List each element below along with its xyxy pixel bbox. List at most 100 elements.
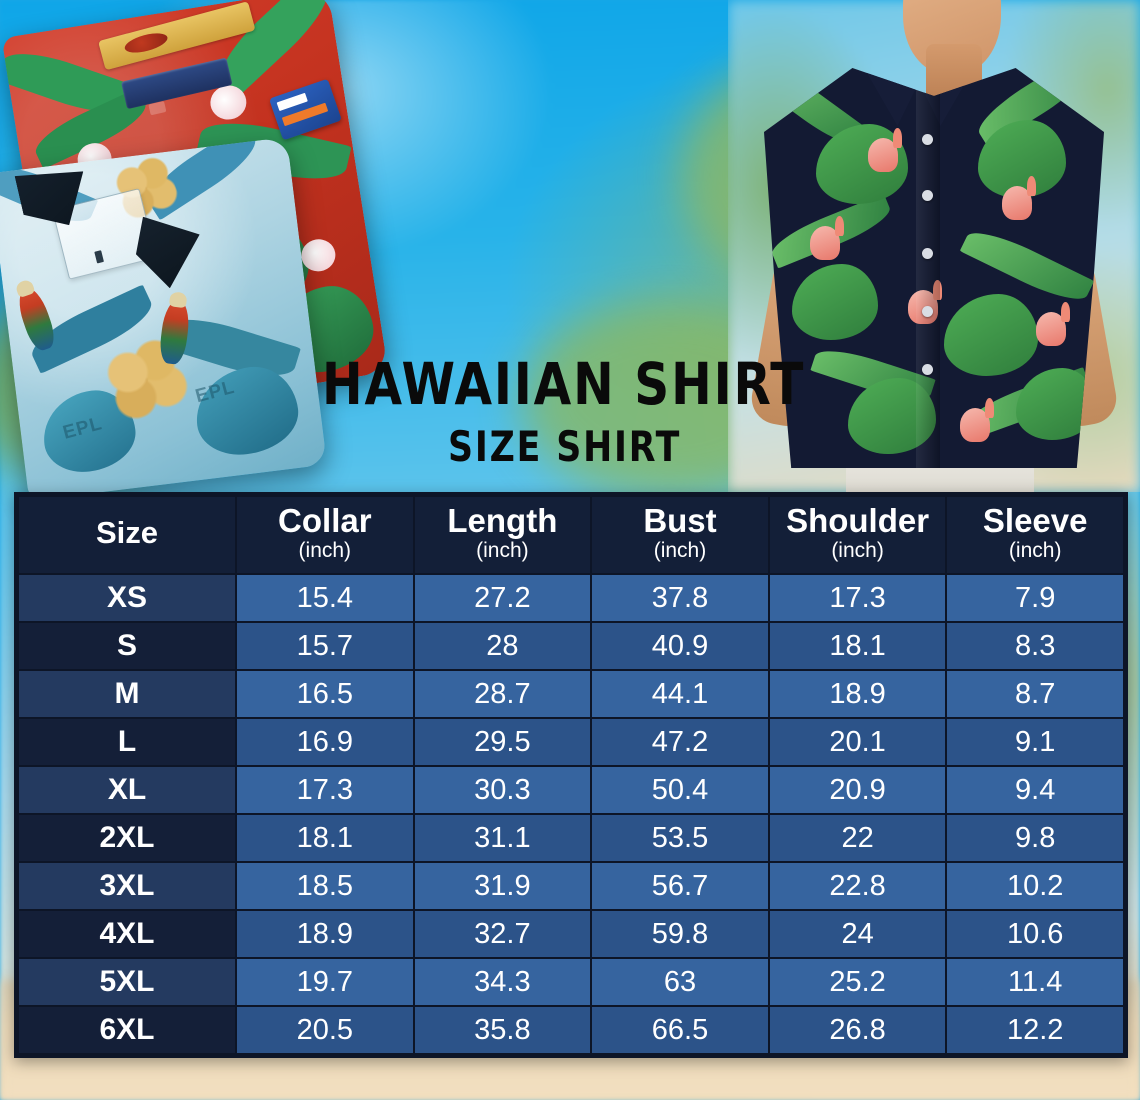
bust-cell: 50.4	[590, 765, 770, 815]
size-cell: 2XL	[17, 813, 237, 863]
bust-cell: 53.5	[590, 813, 770, 863]
bust-cell: 63	[590, 957, 770, 1007]
column-header-length-label: Length	[447, 502, 558, 540]
sleeve-cell: 9.4	[945, 765, 1125, 815]
sleeve-cell: 11.4	[945, 957, 1125, 1007]
column-header-sleeve-label: Sleeve	[982, 502, 1088, 540]
flamingo-print	[810, 216, 844, 260]
length-cell: 28.7	[412, 669, 593, 719]
page-subtitle: SIZE SHIRT	[448, 422, 682, 471]
table-row: M 16.5 28.7 44.1 18.9 8.7	[17, 669, 1125, 719]
column-header-size-label: Size	[95, 515, 159, 550]
size-cell: 4XL	[17, 909, 237, 959]
shirt-button	[922, 306, 933, 317]
monstera-leaf	[848, 378, 936, 454]
column-header-shoulder-unit: (inch)	[831, 538, 884, 562]
table-row: 5XL 19.7 34.3 63 25.2 11.4	[17, 957, 1125, 1007]
bust-cell: 59.8	[590, 909, 770, 959]
model-photo	[728, 0, 1140, 492]
size-cell: 6XL	[17, 1005, 237, 1055]
shirt-collar	[135, 216, 200, 289]
size-cell: L	[17, 717, 237, 767]
size-cell: XS	[17, 573, 237, 623]
bust-cell: 47.2	[590, 717, 770, 767]
sleeve-cell: 9.8	[945, 813, 1125, 863]
shirt-button	[922, 364, 933, 375]
size-cell: S	[17, 621, 237, 671]
collar-cell: 17.3	[235, 765, 415, 815]
flamingo-print	[1036, 302, 1070, 346]
size-cell: M	[17, 669, 237, 719]
size-cell: 5XL	[17, 957, 237, 1007]
shirt-button	[922, 190, 933, 201]
table-row: 3XL 18.5 31.9 56.7 22.8 10.2	[17, 861, 1125, 911]
flamingo-print	[868, 128, 902, 172]
navy-flamingo-shirt	[764, 68, 1104, 468]
size-cell: XL	[17, 765, 237, 815]
shoulder-cell: 22.8	[767, 861, 948, 911]
monstera-leaf	[978, 120, 1066, 198]
sleeve-cell: 10.2	[945, 861, 1125, 911]
column-header-collar-unit: (inch)	[298, 538, 352, 562]
table-row: 6XL 20.5 35.8 66.5 26.8 12.2	[17, 1005, 1125, 1055]
column-header-collar-label: Collar	[278, 502, 372, 540]
flamingo-print	[1002, 176, 1036, 220]
shirt-button	[922, 134, 933, 145]
length-cell: 28	[412, 621, 593, 671]
column-header-collar: Collar (inch)	[235, 495, 415, 575]
collar-cell: 20.5	[235, 1005, 415, 1055]
table-row: XS 15.4 27.2 37.8 17.3 7.9	[17, 573, 1125, 623]
sleeve-cell: 7.9	[945, 573, 1125, 623]
shirt-sleeve-logo	[268, 78, 342, 141]
page-title: HAWAIIAN SHIRT	[322, 350, 806, 418]
table-row: L 16.9 29.5 47.2 20.1 9.1	[17, 717, 1125, 767]
shoulder-cell: 18.1	[767, 621, 948, 671]
collar-cell: 15.7	[235, 621, 415, 671]
collar-cell: 18.9	[235, 909, 415, 959]
collar-cell: 18.1	[235, 813, 415, 863]
column-header-shoulder: Shoulder (inch)	[767, 495, 948, 575]
table-header: Size Collar (inch) Length (inch) Bust (i…	[17, 495, 1125, 575]
column-header-sleeve: Sleeve (inch)	[945, 495, 1125, 575]
column-header-bust-label: Bust	[643, 502, 717, 540]
bust-cell: 37.8	[590, 573, 770, 623]
shoulder-cell: 17.3	[767, 573, 948, 623]
monstera-leaf	[190, 361, 303, 460]
column-header-length: Length (inch)	[412, 495, 593, 575]
size-chart-table-container: Size Collar (inch) Length (inch) Bust (i…	[14, 492, 1128, 1058]
shirt-button	[922, 248, 933, 259]
collar-cell: 15.4	[235, 573, 415, 623]
table-body: XS 15.4 27.2 37.8 17.3 7.9 S 15.7 28 40.9 18.1 8.3 M…	[17, 573, 1125, 1055]
length-cell: 32.7	[412, 909, 593, 959]
sleeve-cell: 10.6	[945, 909, 1125, 959]
shoulder-cell: 24	[767, 909, 948, 959]
length-cell: 29.5	[412, 717, 593, 767]
blue-hawaiian-shirt: EPL EPL	[0, 136, 327, 502]
table-header-row: Size Collar (inch) Length (inch) Bust (i…	[17, 495, 1125, 575]
sleeve-cell: 8.3	[945, 621, 1125, 671]
monstera-leaf	[792, 264, 878, 340]
shoulder-cell: 20.1	[767, 717, 948, 767]
length-cell: 27.2	[412, 573, 593, 623]
column-header-sleeve-unit: (inch)	[1008, 538, 1062, 562]
sleeve-cell: 9.1	[945, 717, 1125, 767]
length-cell: 31.1	[412, 813, 593, 863]
length-cell: 31.9	[412, 861, 593, 911]
table-row: 4XL 18.9 32.7 59.8 24 10.6	[17, 909, 1125, 959]
bust-cell: 66.5	[590, 1005, 770, 1055]
parrot-print	[157, 298, 192, 366]
shoulder-cell: 20.9	[767, 765, 948, 815]
shoulder-cell: 18.9	[767, 669, 948, 719]
size-chart-table: Size Collar (inch) Length (inch) Bust (i…	[17, 495, 1125, 1055]
column-header-length-unit: (inch)	[476, 538, 529, 562]
shoulder-cell: 26.8	[767, 1005, 948, 1055]
collar-cell: 16.5	[235, 669, 415, 719]
length-cell: 34.3	[412, 957, 593, 1007]
bust-cell: 40.9	[590, 621, 770, 671]
parrot-print	[13, 284, 59, 354]
shoulder-cell: 25.2	[767, 957, 948, 1007]
column-header-bust: Bust (inch)	[590, 495, 770, 575]
sleeve-cell: 12.2	[945, 1005, 1125, 1055]
bust-cell: 44.1	[590, 669, 770, 719]
